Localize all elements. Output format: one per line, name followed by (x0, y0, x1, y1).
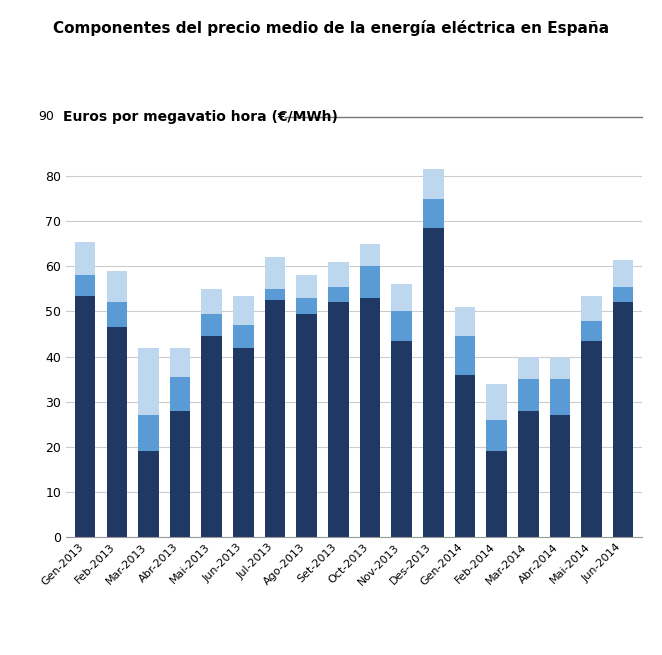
Bar (455, 375, 475, 537)
Bar (75, 242, 95, 275)
Bar (359, 298, 380, 537)
Bar (138, 348, 159, 415)
Bar (391, 312, 412, 341)
Bar (549, 379, 570, 415)
Bar (613, 259, 634, 287)
Bar (549, 415, 570, 537)
Bar (107, 328, 127, 537)
Bar (423, 198, 444, 228)
Bar (138, 451, 159, 537)
Bar (75, 295, 95, 537)
Bar (233, 348, 254, 537)
Bar (328, 303, 349, 537)
Bar (581, 341, 602, 537)
Bar (170, 411, 191, 537)
Bar (518, 356, 538, 379)
Bar (75, 275, 95, 295)
Bar (487, 384, 507, 420)
Bar (391, 284, 412, 312)
Bar (613, 287, 634, 303)
Text: 90: 90 (38, 110, 54, 123)
Bar (328, 287, 349, 303)
Bar (233, 295, 254, 325)
Bar (423, 228, 444, 537)
Bar (233, 325, 254, 348)
Bar (265, 300, 285, 537)
Bar (613, 303, 634, 537)
Bar (581, 295, 602, 320)
Bar (455, 307, 475, 336)
Bar (391, 341, 412, 537)
Text: Componentes del precio medio de la energía eléctrica en España: Componentes del precio medio de la energ… (53, 20, 609, 35)
Bar (518, 411, 538, 537)
Bar (328, 262, 349, 287)
Bar (201, 314, 222, 336)
Bar (359, 244, 380, 267)
Bar (581, 320, 602, 341)
Bar (518, 379, 538, 411)
Bar (487, 451, 507, 537)
Bar (265, 289, 285, 300)
Bar (107, 271, 127, 303)
Bar (265, 257, 285, 289)
Bar (297, 298, 317, 314)
Bar (201, 336, 222, 537)
Bar (201, 289, 222, 314)
Bar (423, 170, 444, 198)
Text: Euros por megavatio hora (€/MWh): Euros por megavatio hora (€/MWh) (63, 109, 338, 124)
Bar (297, 314, 317, 537)
Bar (170, 377, 191, 411)
Bar (487, 420, 507, 451)
Bar (455, 336, 475, 375)
Bar (138, 415, 159, 451)
Bar (549, 356, 570, 379)
Bar (297, 275, 317, 298)
Bar (107, 303, 127, 328)
Bar (170, 348, 191, 377)
Bar (359, 267, 380, 298)
